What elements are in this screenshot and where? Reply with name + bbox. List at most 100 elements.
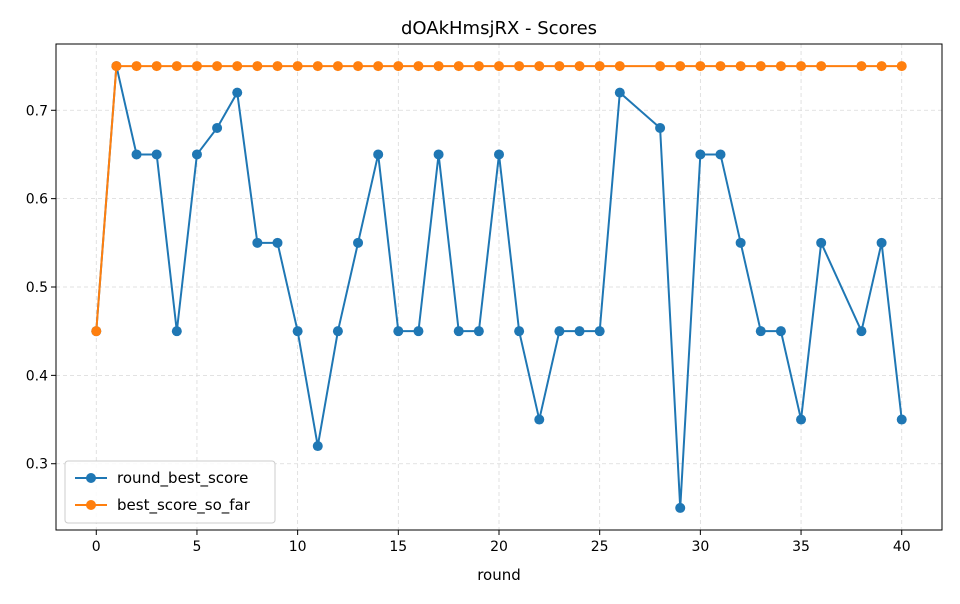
legend: round_best_score best_score_so_far: [64, 460, 276, 524]
data-point: [473, 61, 484, 72]
chart-title: dOAkHmsjRX - Scores: [401, 18, 597, 39]
data-point: [735, 237, 746, 248]
data-point: [775, 326, 786, 337]
data-point: [816, 237, 827, 248]
data-point: [614, 61, 625, 72]
data-point: [232, 87, 243, 98]
x-tick-label: 25: [591, 539, 609, 555]
data-point: [554, 326, 565, 337]
data-point: [252, 61, 263, 72]
data-point: [755, 61, 766, 72]
data-point: [856, 326, 867, 337]
data-point: [91, 326, 102, 337]
y-tick-label: 0.6: [26, 192, 48, 208]
x-tick-label: 30: [691, 539, 709, 555]
x-tick-label: 10: [289, 539, 307, 555]
data-point: [473, 326, 484, 337]
data-point: [876, 61, 887, 72]
x-tick-label: 15: [389, 539, 407, 555]
data-point: [453, 326, 464, 337]
data-point: [171, 61, 182, 72]
axes: 0 5 10 15 20 25 30 35 40 0.3 0.4 0.5 0.6 0.7: [26, 43, 943, 555]
data-point: [534, 61, 545, 72]
legend-label: best_score_so_far: [117, 496, 251, 515]
data-point: [796, 61, 807, 72]
y-tick-label: 0.7: [26, 103, 48, 119]
data-point: [896, 61, 907, 72]
data-point: [675, 61, 686, 72]
data-point: [574, 326, 585, 337]
data-point: [574, 61, 585, 72]
data-point: [614, 87, 625, 98]
data-point: [494, 61, 504, 72]
data-point: [494, 149, 504, 160]
data-point: [353, 237, 364, 248]
y-tick-label: 0.5: [26, 280, 48, 296]
data-point: [433, 149, 444, 160]
data-point: [332, 326, 343, 337]
data-point: [272, 237, 283, 248]
x-tick-label: 40: [893, 539, 911, 555]
legend-marker: [86, 473, 96, 483]
data-point: [393, 326, 404, 337]
data-point: [715, 61, 726, 72]
data-point: [775, 61, 786, 72]
data-point: [594, 61, 605, 72]
data-point: [131, 61, 142, 72]
data-point: [171, 326, 182, 337]
data-point: [816, 61, 827, 72]
data-point: [896, 414, 907, 425]
x-tick-label: 20: [490, 539, 508, 555]
data-point: [212, 61, 223, 72]
x-tick-label: 0: [92, 539, 101, 555]
grid: [56, 44, 942, 530]
x-tick-label: 35: [792, 539, 810, 555]
data-point: [151, 149, 162, 160]
data-point: [876, 237, 887, 248]
data-point: [393, 61, 404, 72]
data-point: [856, 61, 867, 72]
data-point: [212, 122, 223, 133]
data-point: [292, 326, 303, 337]
series-round_best_score: [91, 61, 907, 513]
data-point: [272, 61, 283, 72]
data-point: [735, 61, 746, 72]
data-point: [232, 61, 243, 72]
data-point: [675, 502, 686, 513]
series-best_score_so_far: [91, 61, 907, 337]
data-point: [373, 149, 384, 160]
x-tick-label: 5: [192, 539, 201, 555]
data-point: [111, 61, 122, 72]
y-tick-label: 0.4: [26, 368, 48, 384]
data-point: [695, 61, 706, 72]
legend-box: [64, 460, 276, 524]
data-point: [453, 61, 464, 72]
data-point: [433, 61, 444, 72]
data-point: [191, 149, 202, 160]
data-point: [554, 61, 565, 72]
data-point: [252, 237, 263, 248]
data-point: [413, 61, 424, 72]
data-point: [353, 61, 364, 72]
plot-frame: [55, 43, 943, 531]
series-layer: [91, 61, 907, 513]
y-tick-label: 0.3: [26, 457, 48, 473]
legend-marker: [86, 500, 96, 510]
data-point: [534, 414, 545, 425]
data-point: [151, 61, 162, 72]
data-point: [514, 61, 525, 72]
x-axis-label: round: [477, 566, 521, 584]
data-point: [131, 149, 142, 160]
data-point: [312, 61, 323, 72]
data-point: [191, 61, 202, 72]
data-point: [332, 61, 343, 72]
data-point: [373, 61, 384, 72]
data-point: [594, 326, 605, 337]
data-point: [715, 149, 726, 160]
data-point: [755, 326, 766, 337]
data-point: [695, 149, 706, 160]
data-point: [655, 61, 666, 72]
data-point: [796, 414, 807, 425]
